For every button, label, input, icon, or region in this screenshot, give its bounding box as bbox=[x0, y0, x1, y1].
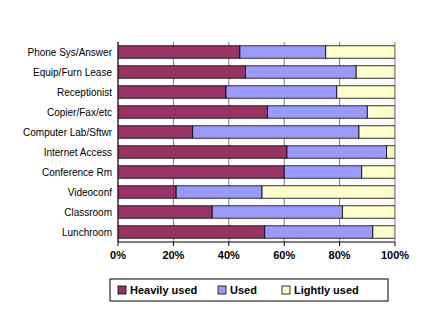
legend-box bbox=[110, 279, 388, 301]
tick bbox=[228, 242, 229, 246]
bar-segment bbox=[245, 66, 356, 78]
bar-segment bbox=[367, 106, 395, 118]
bar-segment bbox=[240, 46, 326, 58]
bar-segment bbox=[356, 66, 395, 78]
x-axis bbox=[118, 242, 395, 243]
category-label: Receptionist bbox=[57, 87, 112, 98]
bar-segment bbox=[176, 186, 262, 198]
bar-segment bbox=[284, 166, 362, 178]
bar-segment bbox=[118, 226, 265, 238]
tick bbox=[173, 242, 174, 246]
bar-segment bbox=[373, 226, 395, 238]
bar-segment bbox=[118, 166, 284, 178]
bar-segment bbox=[387, 146, 395, 158]
category-label: Conference Rm bbox=[42, 167, 112, 178]
category-label: Copier/Fax/etc bbox=[47, 107, 112, 118]
legend-swatch bbox=[282, 286, 290, 294]
bar-segment bbox=[337, 86, 395, 98]
tick-label: 80% bbox=[329, 249, 351, 261]
bar-segment bbox=[262, 186, 395, 198]
legend-label: Heavily used bbox=[130, 284, 197, 296]
category-label: Classroom bbox=[64, 207, 112, 218]
bar-segment bbox=[193, 126, 359, 138]
bar-segment bbox=[118, 186, 176, 198]
bar-segment bbox=[118, 66, 245, 78]
legend: Heavily used Used Lightly used bbox=[110, 279, 388, 301]
tick bbox=[395, 242, 396, 246]
category-label: Equip/Furn Lease bbox=[33, 67, 112, 78]
bar-segment bbox=[359, 126, 395, 138]
legend-swatch bbox=[118, 286, 126, 294]
bar-segment bbox=[118, 146, 287, 158]
tick-label: 40% bbox=[218, 249, 240, 261]
bar-segment bbox=[118, 126, 193, 138]
legend-label: Lightly used bbox=[294, 284, 359, 296]
bars bbox=[118, 46, 395, 238]
bar-segment bbox=[326, 46, 395, 58]
category-label: Phone Sys/Answer bbox=[28, 47, 113, 58]
chart: 0% 20% 40% 60% 80% 100% Phone Sys/Answer Equip/… bbox=[0, 0, 437, 334]
bar-segment bbox=[265, 226, 373, 238]
bar-segment bbox=[118, 206, 212, 218]
bar-segment bbox=[118, 106, 268, 118]
category-label: Internet Access bbox=[44, 147, 112, 158]
tick-label: 0% bbox=[110, 249, 126, 261]
bar-segment bbox=[118, 46, 240, 58]
bar-segment bbox=[287, 146, 387, 158]
category-label: Lunchroom bbox=[62, 227, 112, 238]
bar-segment bbox=[268, 106, 368, 118]
tick-label: 60% bbox=[273, 249, 295, 261]
tick-label: 20% bbox=[162, 249, 184, 261]
legend-label: Used bbox=[230, 284, 257, 296]
bar-segment bbox=[362, 166, 395, 178]
legend-swatch bbox=[218, 286, 226, 294]
tick bbox=[118, 242, 119, 246]
bar-segment bbox=[226, 86, 337, 98]
bar-segment bbox=[118, 86, 226, 98]
category-label: Computer Lab/Sftwr bbox=[23, 127, 113, 138]
bar-segment bbox=[342, 206, 395, 218]
bar-segment bbox=[212, 206, 342, 218]
tick bbox=[339, 242, 340, 246]
category-label: Videoconf bbox=[68, 187, 113, 198]
tick bbox=[284, 242, 285, 246]
tick-label: 100% bbox=[381, 249, 409, 261]
